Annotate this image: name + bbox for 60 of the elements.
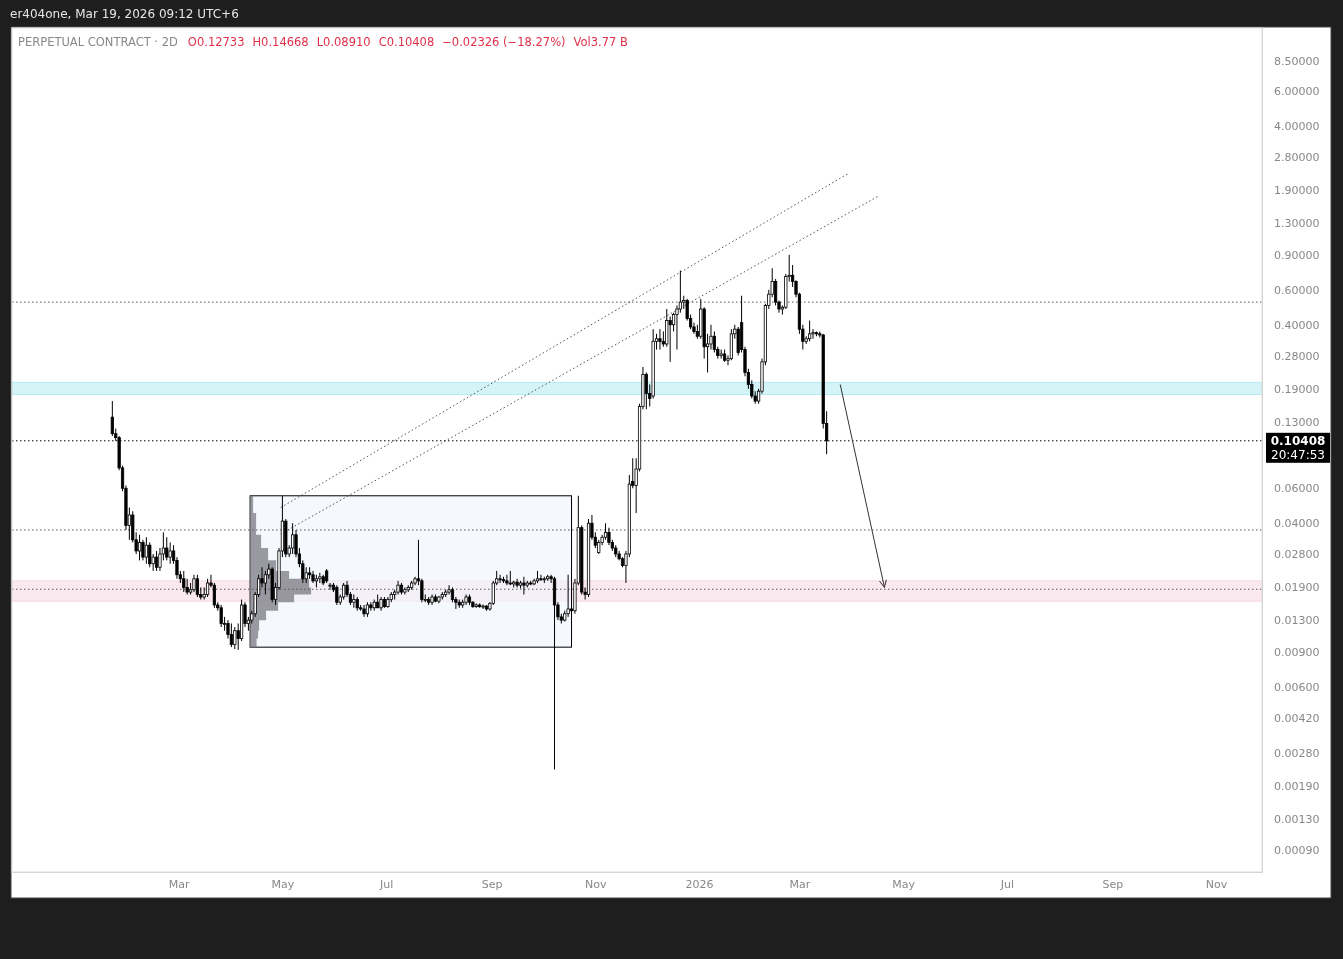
x-tick-label: Jul: [379, 877, 394, 891]
x-tick-label: 2026: [685, 877, 714, 891]
candlestick: [141, 539, 145, 561]
y-tick-label: 8.50000: [1274, 55, 1320, 69]
text: PERPETUAL CONTRACT · 2D: [18, 35, 178, 49]
y-tick-label: 0.04000: [1274, 517, 1320, 531]
candlestick: [205, 578, 210, 598]
y-tick-label: 0.06000: [1274, 482, 1320, 496]
candlestick: [808, 320, 812, 342]
y-tick-label: 0.28000: [1274, 349, 1320, 363]
x-tick-label: May: [271, 877, 295, 891]
x-tick-label: Mar: [168, 877, 191, 891]
annotation: L0.08910: [316, 35, 371, 49]
x-tick-label: Nov: [585, 877, 608, 891]
y-tick-label: 0.00190: [1274, 779, 1320, 793]
y-tick-label: 0.13000: [1274, 415, 1320, 429]
candlestick: [668, 316, 672, 363]
annotation: C0.10408: [378, 35, 435, 49]
candlestick: [137, 534, 142, 561]
annotation: −0.02326 (−18.27%): [442, 35, 566, 49]
candlestick: [219, 604, 223, 628]
y-tick-label: 0.00420: [1274, 711, 1320, 725]
y-tick-label: 0.60000: [1274, 283, 1320, 297]
y-tick-label: 0.90000: [1274, 248, 1320, 262]
y-tick-label: 0.00600: [1274, 680, 1320, 694]
candlestick: [165, 536, 169, 561]
x-tick-label: Sep: [481, 877, 503, 891]
y-tick-label: 0.00130: [1274, 812, 1320, 826]
y-tick-label: 0.00280: [1274, 746, 1320, 760]
y-tick-label: 1.90000: [1274, 184, 1320, 198]
y-tick-label: 0.01900: [1274, 581, 1320, 595]
y-tick-label: 4.00000: [1274, 120, 1320, 134]
candlestick: [148, 541, 152, 568]
candlestick: [110, 400, 114, 437]
annotation: Vol3.77 B: [573, 35, 629, 49]
x-tick-label: Nov: [1205, 877, 1228, 891]
x-tick-label: Sep: [1102, 877, 1124, 891]
candlestick: [144, 536, 148, 565]
x-tick-label: May: [892, 877, 916, 891]
candlestick: [644, 371, 648, 410]
y-tick-label: 6.00000: [1274, 85, 1320, 99]
y-tick-label: 0.02800: [1274, 548, 1320, 562]
x-tick-label: Mar: [789, 877, 811, 891]
ref-line-label: 0.10408: [1270, 433, 1326, 448]
annotation: H0.14668: [252, 35, 309, 49]
candlestick: [291, 522, 295, 555]
x-tick-label: Jul: [999, 877, 1015, 891]
candlestick: [229, 623, 233, 648]
candlestick: [168, 541, 172, 565]
y-tick-label: 0.00090: [1274, 844, 1320, 858]
y-tick-label: 1.30000: [1274, 217, 1320, 231]
y-tick-label: 2.80000: [1274, 151, 1320, 164]
y-tick-label: 0.40000: [1274, 318, 1320, 332]
text: er404one, Mar 19, 2026 09:12 UTC+6: [10, 7, 239, 21]
text: 20:47:53: [1271, 447, 1325, 462]
y-tick-label: 0.19000: [1274, 382, 1320, 396]
annotation: O0.12733: [187, 35, 245, 49]
y-tick-label: 0.00900: [1274, 645, 1320, 659]
y-tick-label: 0.01300: [1274, 614, 1320, 628]
candlestick: [233, 626, 237, 650]
